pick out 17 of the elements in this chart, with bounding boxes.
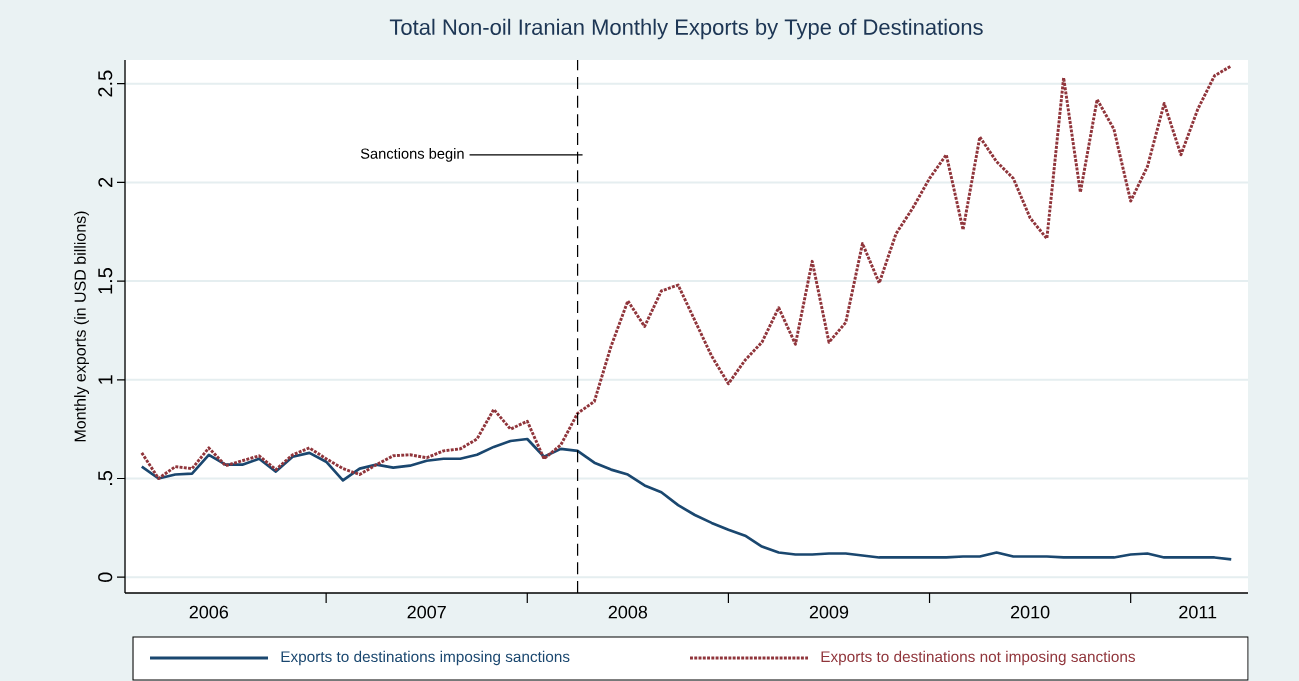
- x-tick-label: 2007: [407, 605, 446, 619]
- y-tick-label: 2: [98, 177, 113, 187]
- ref-line-label: Sanctions begin: [360, 148, 464, 162]
- chart-title: Total Non-oil Iranian Monthly Exports by Type of Destinations: [389, 18, 983, 40]
- y-axis-title: Monthly exports (in USD billions): [74, 211, 89, 442]
- y-tick-label: 1: [98, 375, 113, 384]
- y-tick-label: .5: [98, 470, 113, 486]
- x-tick-label: 2010: [1010, 605, 1050, 619]
- x-tick-label: 2009: [809, 605, 849, 619]
- x-tick-label: 2008: [608, 605, 648, 619]
- y-tick-label: 0: [98, 572, 113, 582]
- x-tick-label: 2006: [189, 605, 229, 619]
- x-tick-label: 2011: [1179, 605, 1217, 619]
- text: Exports to destinations not imposing sanctions: [821, 650, 1136, 666]
- y-tick-label: 2.5: [98, 70, 113, 97]
- text: Exports to destinations imposing sanctions: [281, 650, 570, 666]
- y-tick-label: 1.5: [98, 268, 113, 294]
